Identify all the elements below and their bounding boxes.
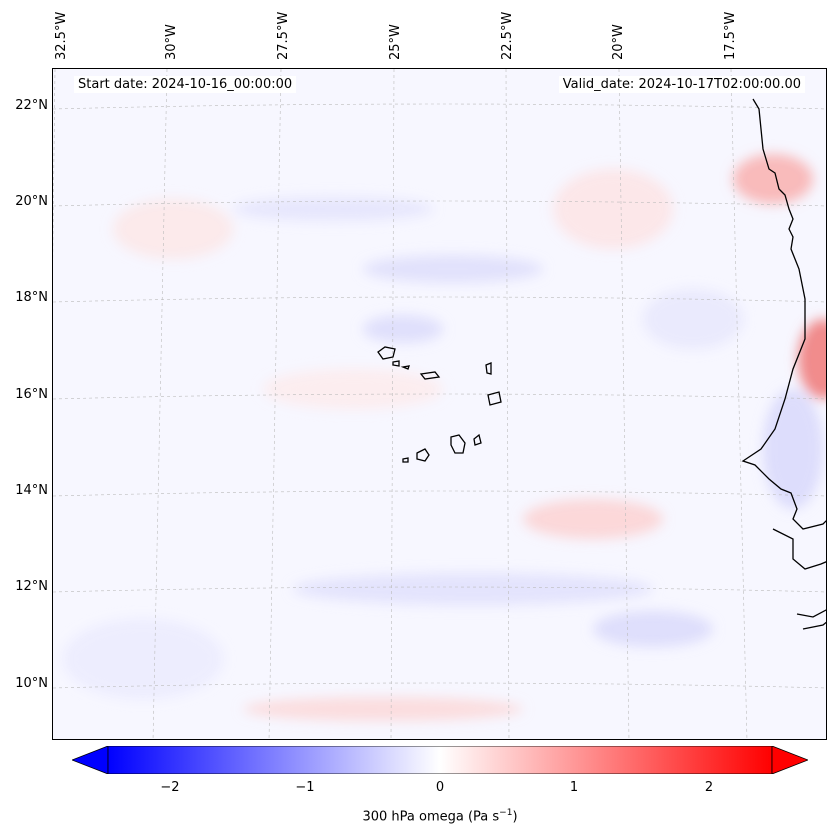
latitude-label: 10°N	[15, 676, 48, 691]
colorbar-body	[107, 746, 773, 774]
longitude-label: 20°W	[611, 24, 626, 60]
island	[450, 434, 466, 454]
longitude-label: 30°W	[164, 24, 179, 60]
positive-anomaly	[733, 154, 813, 204]
island	[473, 433, 482, 446]
colorbar-tick-label: −2	[160, 780, 180, 795]
latitude-label: 12°N	[15, 579, 48, 594]
island	[400, 365, 410, 370]
island	[402, 457, 409, 463]
positive-anomaly	[523, 499, 663, 539]
longitude-label: 17.5°W	[723, 11, 738, 60]
positive-anomaly	[113, 199, 233, 259]
longitude-label: 27.5°W	[276, 11, 291, 60]
colorbar	[72, 746, 808, 774]
colorbar-high-extend	[771, 746, 808, 774]
map-panel	[52, 68, 827, 740]
positive-anomaly	[263, 369, 443, 409]
negative-anomaly	[233, 197, 433, 221]
colorbar-low-extend	[72, 746, 109, 774]
positive-anomaly	[553, 169, 673, 249]
omega-anomalies	[63, 154, 826, 721]
negative-anomaly	[293, 573, 653, 605]
negative-anomaly	[763, 389, 823, 509]
latitude-label: 20°N	[15, 194, 48, 209]
colorbar-label-end: )	[512, 809, 518, 825]
positive-anomaly	[243, 697, 523, 721]
colorbar-tick-label: −1	[295, 780, 315, 795]
latitude-label: 14°N	[15, 483, 48, 498]
island	[416, 448, 430, 462]
negative-anomaly	[63, 619, 223, 699]
island	[487, 391, 502, 406]
island	[377, 346, 396, 360]
colorbar-label-text: 300 hPa omega (Pa s	[362, 809, 500, 825]
negative-anomaly	[643, 289, 743, 349]
colorbar-tick-label: 2	[704, 780, 714, 795]
valid-date-label: Valid_date: 2024-10-17T02:00:00.00	[558, 76, 805, 93]
africa-coastline	[741, 98, 826, 530]
colorbar-label: 300 hPa omega (Pa s−1)	[0, 808, 837, 824]
colorbar-tick-label: 1	[569, 780, 579, 795]
negative-anomaly	[363, 255, 543, 283]
latitude-label: 18°N	[15, 290, 48, 305]
gridlines	[53, 69, 826, 739]
island	[392, 360, 400, 367]
latitude-label: 22°N	[15, 98, 48, 113]
positive-anomaly	[798, 319, 826, 399]
cape-verde-islands	[377, 346, 502, 463]
colorbar-tick-label: 0	[435, 780, 445, 795]
negative-anomaly	[363, 315, 443, 343]
colorbar-label-exponent: −1	[499, 808, 513, 818]
longitude-label: 22.5°W	[500, 11, 515, 60]
island	[485, 362, 492, 375]
start-date-label: Start date: 2024-10-16_00:00:00	[74, 76, 297, 93]
longitude-label: 25°W	[388, 24, 403, 60]
negative-anomaly	[593, 611, 713, 647]
island	[419, 371, 441, 380]
omega-field-map	[53, 69, 826, 739]
longitude-label: 32.5°W	[54, 11, 69, 60]
latitude-label: 16°N	[15, 387, 48, 402]
africa-coastline	[772, 528, 826, 630]
